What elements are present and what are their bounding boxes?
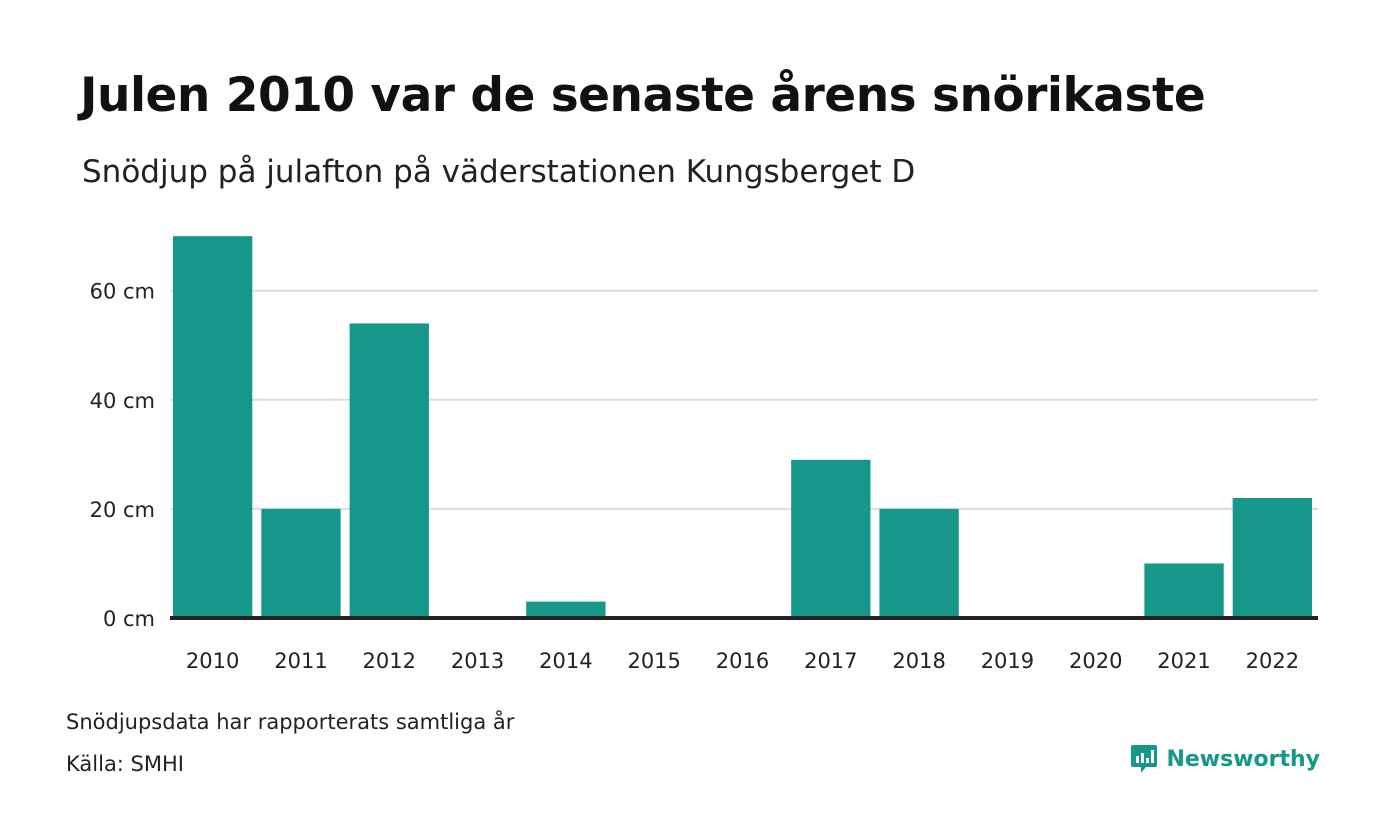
y-tick-label: 60 cm xyxy=(90,280,155,304)
y-tick-label: 20 cm xyxy=(90,498,155,522)
x-tick-label: 2010 xyxy=(186,649,239,673)
x-tick-label: 2019 xyxy=(981,649,1034,673)
bars xyxy=(173,236,1312,618)
x-axis-ticks: 2010 2011 2012 2013 2014 2015 2016 2017 2018 2019… xyxy=(186,649,1299,673)
x-tick-label: 2011 xyxy=(274,649,327,673)
y-tick-label: 0 cm xyxy=(103,607,155,631)
bar-2017 xyxy=(791,459,871,618)
x-tick-label: 2013 xyxy=(451,649,504,673)
newsworthy-logo-icon xyxy=(1131,745,1158,773)
x-tick-label: 2021 xyxy=(1157,649,1210,673)
chart-title: Julen 2010 var de senaste årens snörikas… xyxy=(80,68,1206,123)
brand-logo: Newsworthy xyxy=(1130,744,1320,774)
y-tick-label: 40 cm xyxy=(90,389,155,413)
gridlines xyxy=(170,289,1318,510)
x-tick-label: 2015 xyxy=(627,649,680,673)
bar-2018 xyxy=(879,508,959,618)
footnote: Snödjupsdata har rapporterats samtliga å… xyxy=(66,710,515,734)
x-tick-label: 2014 xyxy=(539,649,592,673)
x-tick-label: 2022 xyxy=(1246,649,1299,673)
bar-chart: 0 cm 20 cm 40 cm 60 cm 2010 2011 2012 2013 2014… xyxy=(90,236,1318,673)
chart-subtitle: Snödjup på julafton på väderstationen Ku… xyxy=(82,154,916,190)
bar-2010 xyxy=(173,236,253,618)
x-tick-label: 2020 xyxy=(1069,649,1122,673)
source-credit: Källa: SMHI xyxy=(66,752,184,776)
x-tick-label: 2017 xyxy=(804,649,857,673)
y-axis-ticks: 0 cm 20 cm 40 cm 60 cm xyxy=(90,280,155,631)
bar-2014 xyxy=(526,601,606,618)
bar-2021 xyxy=(1144,563,1224,618)
bar-2012 xyxy=(349,323,429,618)
bar-2011 xyxy=(261,508,341,618)
x-tick-label: 2016 xyxy=(716,649,769,673)
brand-name: Newsworthy xyxy=(1166,746,1320,772)
x-tick-label: 2012 xyxy=(363,649,416,673)
bar-2022 xyxy=(1232,497,1312,618)
x-tick-label: 2018 xyxy=(892,649,945,673)
